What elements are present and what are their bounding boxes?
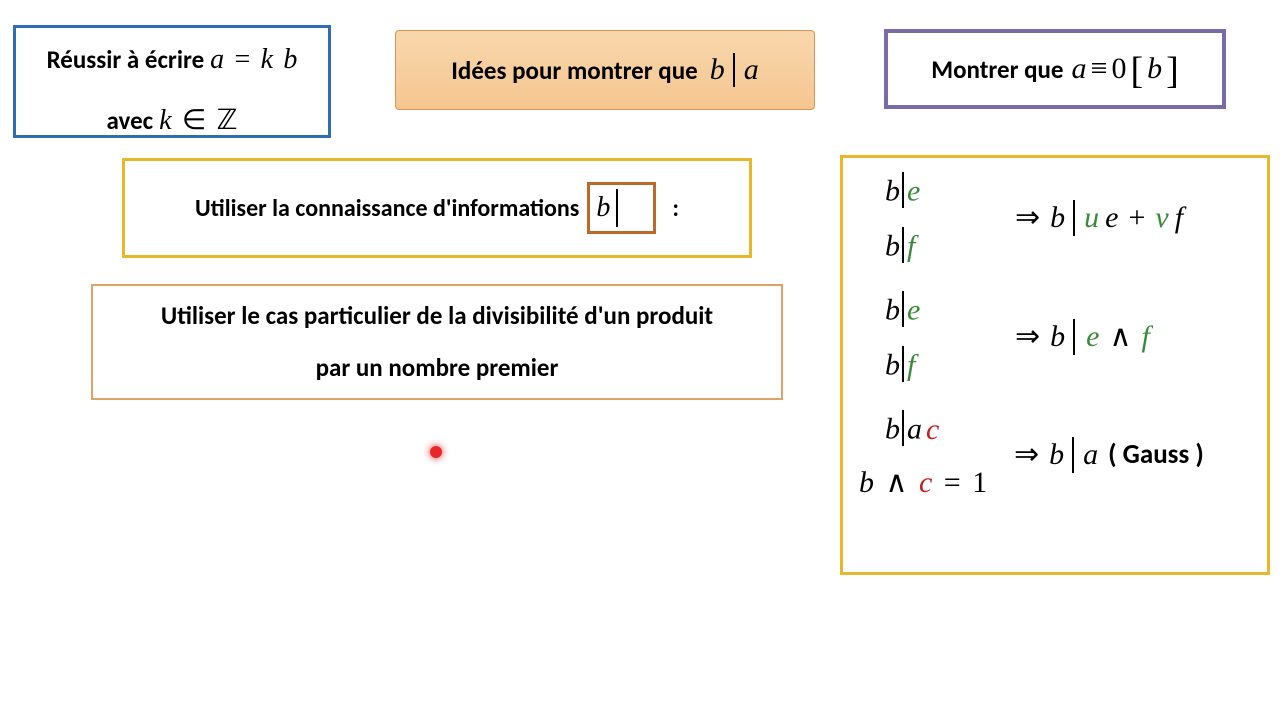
rule3-conclusion: ⇒ b a ( Gauss )	[1014, 437, 1204, 473]
rule-gauss: bac b ∧ c = 1 ⇒ b a ( Gauss )	[859, 410, 1251, 500]
rule3-premises: bac b ∧ c = 1	[859, 410, 1014, 500]
divides-bar-icon	[1073, 200, 1075, 236]
box4-inner-b-divides: b	[587, 182, 656, 234]
box4-text: Utiliser la connaissance d'informations	[195, 194, 579, 223]
divides-bar-icon	[902, 346, 904, 382]
box-theorems: be bf ⇒ b ue + vf be bf ⇒ b e ∧	[840, 155, 1270, 575]
box-prime-product: Utiliser le cas particulier de la divisi…	[91, 284, 783, 400]
rule2-p1: be	[885, 291, 1015, 328]
box3-expr: a ≡ 0 [ b ]	[1072, 52, 1179, 86]
box4-colon: :	[672, 194, 679, 223]
box-show-congruence: Montrer que a ≡ 0 [ b ]	[884, 29, 1226, 109]
box2-b: b	[710, 53, 725, 87]
rule3-p2: b ∧ c = 1	[859, 465, 1014, 500]
box5-line1: Utiliser le cas particulier de la divisi…	[161, 301, 713, 331]
divides-bar-icon	[902, 227, 904, 263]
implies-icon: ⇒	[1015, 319, 1040, 354]
gauss-label: ( Gauss )	[1108, 438, 1204, 471]
rule-linear-combination: be bf ⇒ b ue + vf	[859, 172, 1251, 263]
divides-bar-icon	[902, 410, 904, 446]
box1-equation: a = k b	[210, 38, 297, 81]
rule3-p1: bac	[859, 410, 1014, 447]
implies-icon: ⇒	[1014, 437, 1039, 472]
box-title-ideas: Idées pour montrer que b a	[395, 30, 815, 110]
rule1-p2: bf	[885, 227, 1015, 264]
box1-line1: Réussir à écrire a = k b	[24, 38, 320, 81]
laser-pointer-icon	[430, 446, 442, 458]
rule2-premises: be bf	[859, 291, 1015, 382]
divides-bar-icon	[902, 172, 904, 208]
box1-k-in-Z: k ∈ ℤ	[159, 99, 237, 142]
divides-bar-icon	[902, 291, 904, 327]
box5-line2: par un nombre premier	[316, 353, 559, 383]
box2-text: Idées pour montrer que	[451, 55, 697, 86]
implies-icon: ⇒	[1015, 200, 1040, 235]
box1-line2: avec k ∈ ℤ	[24, 99, 320, 142]
box1-line1-text: Réussir à écrire	[47, 41, 205, 79]
divides-bar-icon	[616, 189, 618, 227]
box2-a: a	[744, 53, 759, 87]
rule2-conclusion: ⇒ b e ∧ f	[1015, 319, 1150, 355]
box3-text: Montrer que	[931, 54, 1063, 85]
rule1-p1: be	[885, 172, 1015, 209]
divides-bar-icon	[733, 53, 735, 87]
divides-bar-icon	[1073, 319, 1075, 355]
rule1-premises: be bf	[859, 172, 1015, 263]
box1-line2-text: avec	[106, 102, 153, 140]
box-write-a-kb: Réussir à écrire a = k b avec k ∈ ℤ	[13, 25, 331, 138]
divides-bar-icon	[1072, 437, 1074, 473]
box-use-info: Utiliser la connaissance d'informations …	[122, 158, 752, 258]
rule2-p2: bf	[885, 346, 1015, 383]
rule-gcd: be bf ⇒ b e ∧ f	[859, 291, 1251, 382]
rule1-conclusion: ⇒ b ue + vf	[1015, 200, 1183, 236]
